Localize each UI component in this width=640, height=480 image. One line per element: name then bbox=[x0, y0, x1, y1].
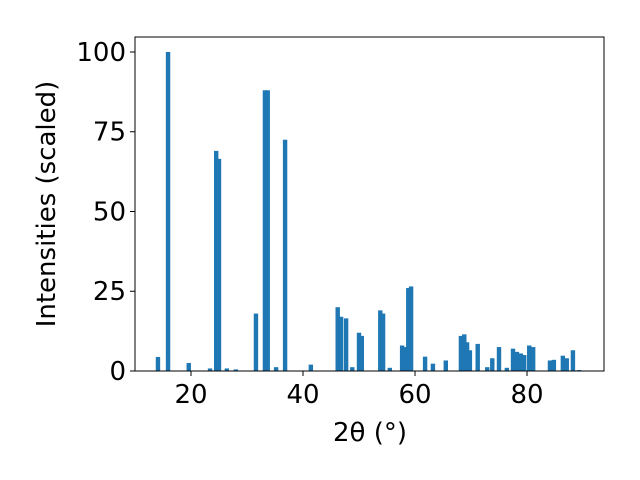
y-axis-label: Intensities (scaled) bbox=[32, 81, 62, 328]
bar bbox=[224, 368, 230, 371]
bar bbox=[399, 345, 405, 371]
bar bbox=[265, 90, 270, 372]
bar bbox=[406, 288, 411, 371]
bar bbox=[282, 139, 288, 371]
x-tick-label: 60 bbox=[398, 380, 431, 410]
bar bbox=[422, 356, 428, 371]
y-tick-label: 25 bbox=[93, 277, 126, 307]
bar bbox=[155, 356, 161, 371]
bar bbox=[214, 150, 219, 371]
bar bbox=[186, 363, 191, 371]
bar bbox=[207, 368, 213, 371]
bar bbox=[350, 367, 355, 371]
x-tick-label: 40 bbox=[286, 380, 319, 410]
x-tick-label: 80 bbox=[510, 380, 543, 410]
bar bbox=[308, 364, 314, 371]
y-tick-label: 0 bbox=[109, 357, 126, 387]
bar bbox=[262, 90, 268, 372]
bar bbox=[443, 360, 448, 371]
bar bbox=[490, 358, 495, 371]
y-tick-label: 50 bbox=[93, 197, 126, 227]
bar bbox=[467, 350, 473, 371]
plot-frame bbox=[134, 36, 605, 372]
bar bbox=[522, 355, 527, 371]
bar bbox=[338, 316, 344, 371]
bar bbox=[547, 360, 553, 371]
bar bbox=[527, 345, 532, 371]
bar bbox=[378, 310, 383, 371]
bar bbox=[335, 307, 340, 371]
bar bbox=[462, 334, 467, 371]
x-tick-label: 20 bbox=[174, 380, 207, 410]
bar bbox=[464, 342, 470, 371]
y-tick-label: 75 bbox=[93, 118, 126, 148]
bar bbox=[514, 351, 520, 371]
bar bbox=[165, 51, 171, 371]
bar bbox=[530, 347, 536, 371]
bar bbox=[510, 348, 516, 371]
bar bbox=[496, 347, 502, 371]
x-axis-label: 2θ (°) bbox=[333, 418, 407, 448]
bar bbox=[408, 286, 414, 371]
bar bbox=[380, 313, 386, 371]
bar bbox=[356, 332, 362, 371]
bar bbox=[551, 359, 557, 371]
bar bbox=[504, 367, 510, 371]
bar bbox=[359, 335, 364, 371]
bar bbox=[518, 353, 524, 371]
bar bbox=[485, 367, 490, 371]
bar bbox=[430, 363, 436, 371]
bar bbox=[253, 313, 259, 371]
y-tick-label: 100 bbox=[76, 38, 126, 68]
bar bbox=[273, 367, 279, 371]
bar bbox=[475, 343, 480, 371]
bar bbox=[343, 318, 349, 371]
bar bbox=[233, 369, 238, 371]
bar bbox=[216, 158, 222, 371]
bar bbox=[402, 347, 408, 371]
bar bbox=[458, 335, 464, 371]
bar bbox=[570, 350, 576, 371]
bar bbox=[564, 358, 569, 371]
bar bbox=[387, 367, 392, 371]
bar bbox=[560, 355, 566, 371]
